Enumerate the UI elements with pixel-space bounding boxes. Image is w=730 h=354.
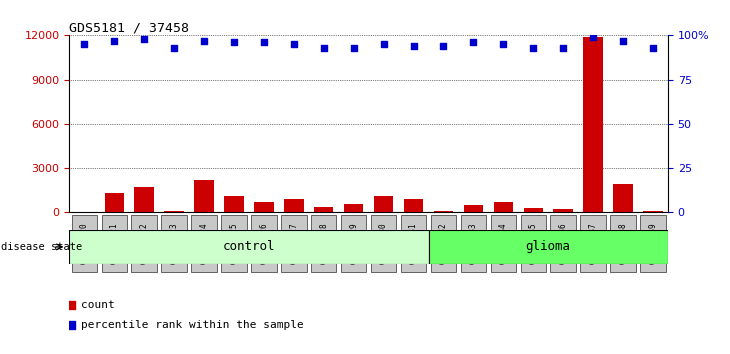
- Text: GSM769926: GSM769926: [259, 223, 269, 264]
- Point: [498, 41, 510, 47]
- Point: [318, 45, 330, 51]
- Text: GSM769934: GSM769934: [499, 223, 508, 264]
- FancyBboxPatch shape: [550, 215, 576, 272]
- FancyBboxPatch shape: [401, 215, 426, 272]
- Bar: [374, 196, 393, 212]
- FancyBboxPatch shape: [221, 215, 247, 272]
- Bar: [434, 211, 453, 212]
- Bar: [643, 211, 663, 212]
- Text: GSM769931: GSM769931: [409, 223, 418, 264]
- Point: [407, 43, 419, 49]
- Text: GSM769929: GSM769929: [349, 223, 358, 264]
- Bar: [404, 199, 423, 212]
- Text: percentile rank within the sample: percentile rank within the sample: [81, 320, 304, 330]
- Point: [528, 45, 539, 51]
- Point: [108, 38, 120, 44]
- Point: [648, 45, 659, 51]
- Text: GSM769925: GSM769925: [229, 223, 239, 264]
- Bar: [583, 37, 603, 212]
- FancyBboxPatch shape: [251, 215, 277, 272]
- FancyBboxPatch shape: [69, 230, 429, 264]
- Bar: [553, 209, 573, 212]
- FancyBboxPatch shape: [191, 215, 217, 272]
- Point: [618, 38, 629, 44]
- Point: [288, 41, 300, 47]
- FancyBboxPatch shape: [161, 215, 187, 272]
- Text: disease state: disease state: [1, 242, 82, 252]
- Point: [228, 40, 239, 45]
- Bar: [314, 206, 334, 212]
- Bar: [104, 193, 124, 212]
- FancyBboxPatch shape: [371, 215, 396, 272]
- FancyBboxPatch shape: [311, 215, 337, 272]
- Text: control: control: [223, 240, 275, 253]
- Point: [139, 36, 150, 42]
- FancyBboxPatch shape: [429, 230, 668, 264]
- FancyBboxPatch shape: [431, 215, 456, 272]
- Text: GSM769939: GSM769939: [648, 223, 658, 264]
- Text: GSM769930: GSM769930: [379, 223, 388, 264]
- Point: [65, 322, 77, 328]
- Bar: [134, 187, 154, 212]
- Text: GSM769922: GSM769922: [139, 223, 149, 264]
- Point: [438, 43, 450, 49]
- Text: GSM769933: GSM769933: [469, 223, 478, 264]
- Point: [558, 45, 569, 51]
- Point: [587, 34, 599, 40]
- Text: count: count: [81, 300, 115, 310]
- Bar: [254, 202, 274, 212]
- Text: GSM769923: GSM769923: [169, 223, 179, 264]
- Bar: [194, 180, 214, 212]
- Text: GSM769937: GSM769937: [588, 223, 598, 264]
- Text: GSM769938: GSM769938: [618, 223, 628, 264]
- FancyBboxPatch shape: [281, 215, 307, 272]
- Point: [199, 38, 210, 44]
- FancyBboxPatch shape: [72, 215, 97, 272]
- Point: [65, 302, 77, 308]
- Text: GSM769932: GSM769932: [439, 223, 448, 264]
- FancyBboxPatch shape: [520, 215, 546, 272]
- Point: [168, 45, 180, 51]
- Point: [347, 45, 359, 51]
- Text: GSM769924: GSM769924: [199, 223, 209, 264]
- FancyBboxPatch shape: [580, 215, 606, 272]
- Text: glioma: glioma: [526, 240, 571, 253]
- Text: GDS5181 / 37458: GDS5181 / 37458: [69, 21, 189, 34]
- FancyBboxPatch shape: [640, 215, 666, 272]
- FancyBboxPatch shape: [341, 215, 366, 272]
- Text: GSM769936: GSM769936: [558, 223, 568, 264]
- Point: [468, 40, 480, 45]
- FancyBboxPatch shape: [461, 215, 486, 272]
- Point: [258, 40, 270, 45]
- Bar: [613, 184, 633, 212]
- Bar: [224, 196, 244, 212]
- Text: GSM769935: GSM769935: [529, 223, 538, 264]
- Text: GSM769927: GSM769927: [289, 223, 299, 264]
- Point: [78, 41, 91, 47]
- FancyBboxPatch shape: [101, 215, 127, 272]
- Text: GSM769920: GSM769920: [80, 223, 89, 264]
- Text: GSM769928: GSM769928: [319, 223, 328, 264]
- FancyBboxPatch shape: [491, 215, 516, 272]
- Bar: [344, 204, 364, 212]
- Bar: [523, 208, 543, 212]
- Point: [378, 41, 390, 47]
- Bar: [493, 202, 513, 212]
- Bar: [284, 199, 304, 212]
- FancyBboxPatch shape: [610, 215, 636, 272]
- Text: GSM769921: GSM769921: [110, 223, 119, 264]
- Bar: [464, 205, 483, 212]
- FancyBboxPatch shape: [131, 215, 157, 272]
- Bar: [164, 211, 184, 212]
